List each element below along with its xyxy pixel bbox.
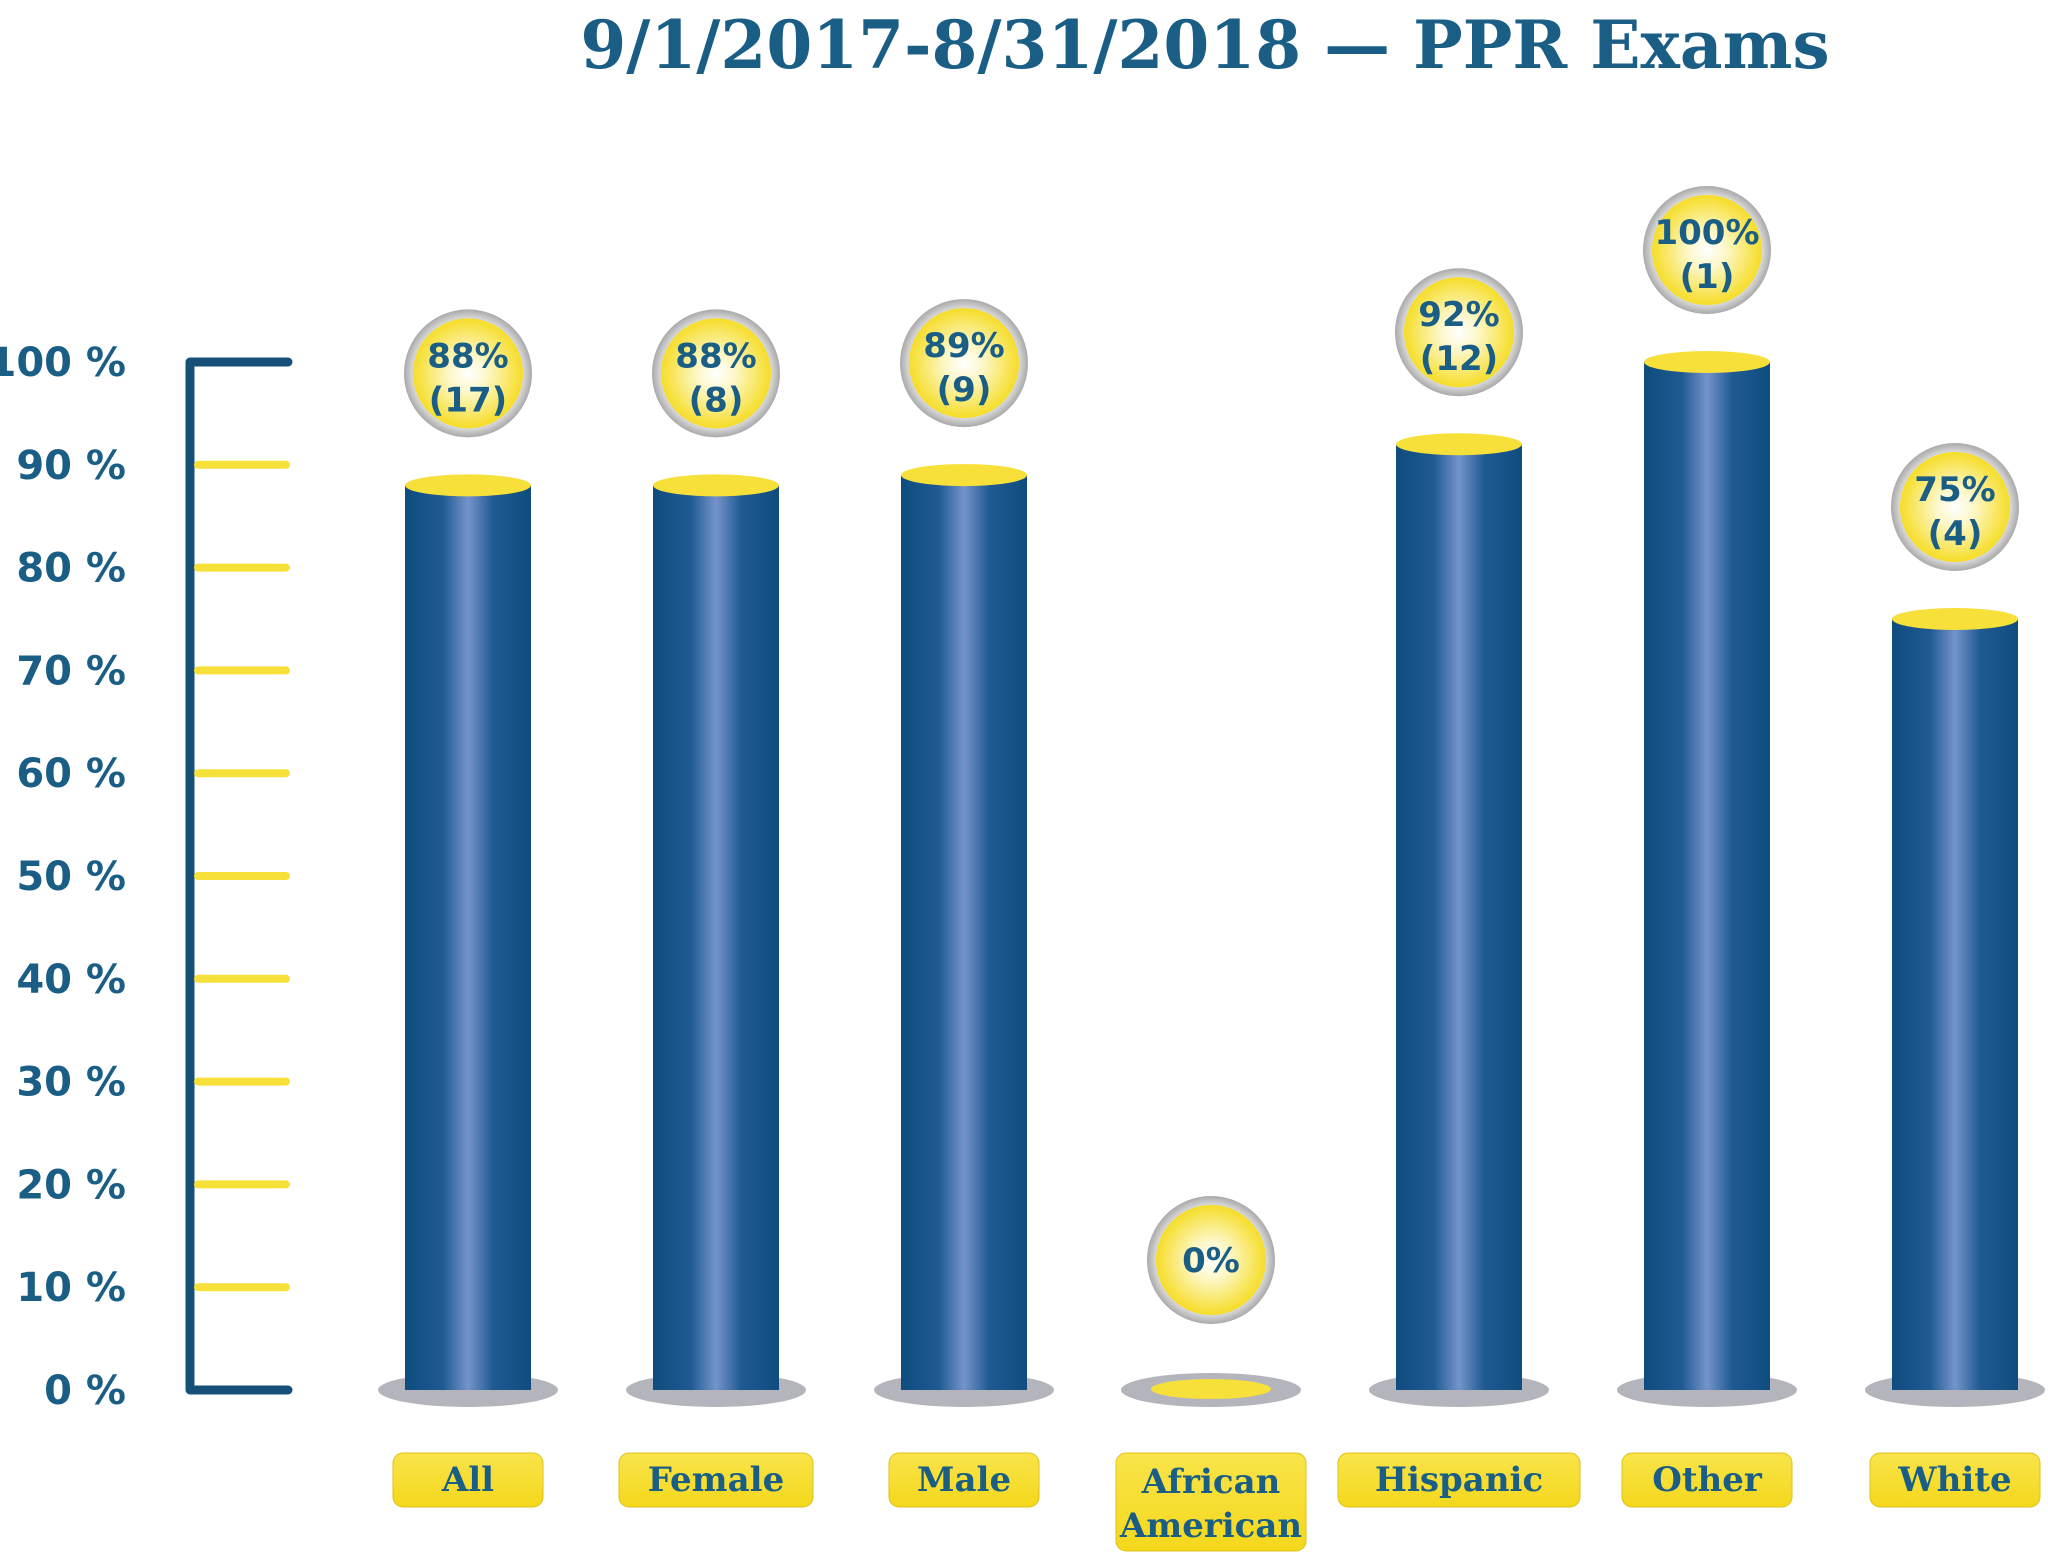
data-label-bubble (661, 318, 771, 429)
data-label-bubble (909, 308, 1019, 419)
category-label-box (1621, 1452, 1793, 1508)
y-tick-label: 90 % (16, 443, 126, 489)
bars (405, 351, 2018, 1399)
category-label: African American (1119, 1462, 1302, 1546)
category-label: Hispanic (1375, 1460, 1543, 1500)
data-label-percent: 75% (1914, 470, 1995, 510)
y-tick-label: 30 % (16, 1060, 126, 1106)
data-label-percent: 88% (675, 336, 756, 376)
bar-top (405, 474, 531, 497)
category-label-box (1115, 1452, 1307, 1552)
data-label-count: (9) (937, 370, 992, 410)
data-label-bubble (1156, 1205, 1266, 1315)
category-label-box (618, 1452, 814, 1508)
y-axis-line (185, 357, 293, 1395)
category-label-box (1337, 1452, 1581, 1508)
data-label-bubble (1652, 195, 1762, 305)
y-tick-label: 70 % (16, 648, 126, 694)
data-label-count: (17) (429, 380, 507, 420)
bar (1396, 444, 1522, 1390)
data-label-percent: 100% (1654, 213, 1759, 253)
category-label: All (441, 1460, 494, 1500)
data-label-bubble (413, 318, 523, 429)
y-tick-label: 100 % (0, 340, 126, 386)
y-tick-label: 20 % (16, 1162, 126, 1208)
bar-top (653, 474, 779, 497)
bar (901, 475, 1027, 1391)
category-label: Female (648, 1460, 784, 1500)
data-label-count: (12) (1420, 339, 1498, 379)
data-label-count: (1) (1680, 257, 1735, 297)
data-label-percent: 88% (427, 336, 508, 376)
data-label-percent: 0% (1182, 1241, 1240, 1281)
category-label: Other (1652, 1460, 1763, 1500)
y-tick-label: 60 % (16, 751, 126, 797)
bar-top (1644, 351, 1770, 373)
data-label-percent: 92% (1418, 295, 1499, 335)
data-label-count: (4) (1928, 514, 1983, 554)
chart-title: 9/1/2017-8/31/2018 — PPR Exams (580, 6, 1829, 84)
data-label-bubble (1404, 277, 1514, 388)
y-axis (185, 357, 293, 1395)
bar-top (1151, 1379, 1271, 1399)
data-label-percent: 89% (923, 326, 1004, 366)
y-tick-labels: 0 % 10 % 20 % 30 % 40 % 50 % 60 % 70 % 80 % 90 % 1… (0, 340, 290, 1414)
y-tick-label: 50 % (16, 854, 126, 900)
data-label-count: (8) (689, 380, 744, 420)
bar (1644, 362, 1770, 1390)
y-tick-label: 40 % (16, 957, 126, 1003)
y-tick-label: 80 % (16, 546, 126, 592)
bar (405, 485, 531, 1390)
bar-top (1396, 433, 1522, 456)
category-label-box (888, 1452, 1040, 1508)
category-label-box (392, 1452, 544, 1508)
bar-top (901, 464, 1027, 487)
bar-top (1892, 608, 2018, 630)
y-tick-label: 0 % (44, 1368, 126, 1414)
data-label-bubble (1900, 452, 2010, 562)
category-label: Male (917, 1460, 1011, 1500)
bar (1892, 619, 2018, 1390)
category-label-box (1869, 1452, 2041, 1508)
category-labels: All Female Male African American Hispanic Othe… (392, 1452, 2041, 1552)
category-label: White (1897, 1460, 2011, 1500)
bar (653, 485, 779, 1390)
y-tick-label: 10 % (16, 1265, 126, 1311)
data-labels: 88%(17)88%(8)89%(9)0%92%(12)100%(1)75%(4… (404, 186, 2019, 1324)
